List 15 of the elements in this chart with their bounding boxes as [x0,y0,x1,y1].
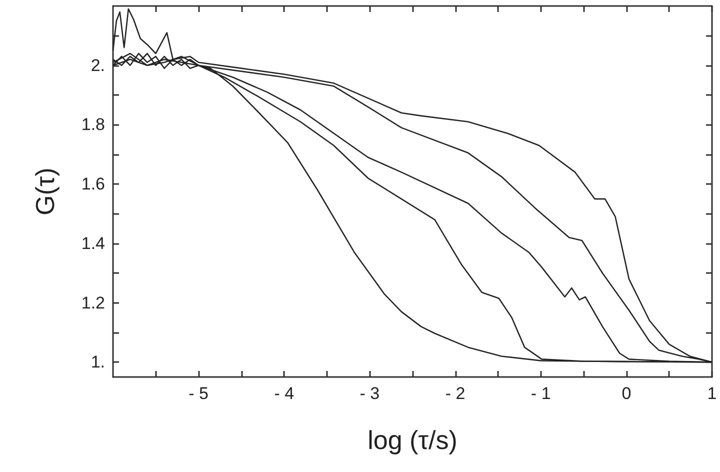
y-tick-label: 1. [90,352,105,372]
x-axis-title: log (τ/s) [368,425,458,455]
x-tick-label: - 3 [360,384,380,403]
x-tick-label: - 4 [274,384,294,403]
x-tick-label: 1 [707,384,717,403]
y-tick-label: 1.2 [81,293,105,312]
y-axis-title: G(τ) [30,168,60,216]
x-tick-label: - 5 [188,384,208,403]
y-tick-label: 1.8 [81,115,105,134]
y-tick-label: 1.6 [81,174,105,194]
x-tick-label: - 1 [530,384,551,403]
y-tick-label: 2. [90,56,105,75]
x-tick-label: 0 [622,384,632,403]
y-tick-label: 1.4 [81,234,105,253]
x-tick-label: - 2 [445,384,466,403]
